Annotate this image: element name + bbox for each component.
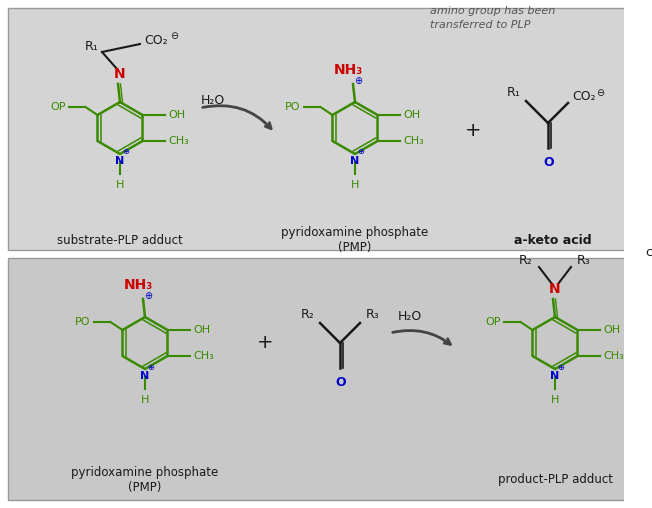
Text: OH: OH [194, 325, 211, 335]
Text: PO: PO [285, 102, 301, 112]
Text: H₂O: H₂O [398, 309, 422, 323]
Text: H: H [551, 395, 559, 405]
Text: ⊕: ⊕ [357, 147, 364, 156]
Text: O: O [336, 376, 346, 389]
Text: ⊕: ⊕ [147, 363, 155, 371]
Text: H: H [116, 180, 124, 190]
Text: OP: OP [50, 102, 65, 112]
Text: amino group has been
transferred to PLP: amino group has been transferred to PLP [430, 6, 556, 30]
Text: H₂O: H₂O [201, 93, 225, 107]
Text: +: + [465, 120, 481, 140]
Text: ⊕: ⊕ [557, 363, 565, 371]
Text: CO₂: CO₂ [572, 90, 596, 104]
Text: CH₃: CH₃ [194, 351, 215, 361]
Text: NH₃: NH₃ [333, 63, 363, 77]
Text: O: O [544, 156, 554, 169]
Text: H: H [141, 395, 149, 405]
Text: OH: OH [604, 325, 621, 335]
Text: R₁: R₁ [84, 40, 98, 52]
Text: R₁: R₁ [506, 86, 520, 100]
Text: +: + [257, 333, 273, 353]
Text: product-PLP adduct: product-PLP adduct [497, 473, 612, 487]
Text: pyridoxamine phosphate
(PMP): pyridoxamine phosphate (PMP) [282, 226, 428, 254]
Text: ⊕: ⊕ [354, 76, 362, 86]
Text: OP: OP [485, 317, 501, 327]
Text: CH₃: CH₃ [604, 351, 624, 361]
Text: H: H [351, 180, 359, 190]
Text: substrate-PLP adduct: substrate-PLP adduct [57, 234, 183, 246]
Text: OH: OH [168, 110, 186, 120]
Text: CH₃: CH₃ [404, 136, 424, 146]
Text: ⊖: ⊖ [596, 88, 604, 98]
Text: N: N [114, 67, 126, 81]
Text: a-keto acid: a-keto acid [514, 234, 592, 246]
Text: R₃: R₃ [366, 308, 379, 322]
Text: R₂: R₂ [301, 308, 314, 322]
Bar [624, 0, 652, 508]
Text: OH: OH [404, 110, 421, 120]
Text: R₂: R₂ [519, 255, 533, 268]
Text: CO₂: CO₂ [144, 34, 168, 47]
Text: PO: PO [75, 317, 91, 327]
Text: ⊖: ⊖ [170, 31, 178, 41]
Text: N: N [140, 371, 149, 381]
Text: ⊕: ⊕ [144, 291, 152, 301]
Bar [8, 258, 640, 500]
Text: pyridoxamine phosphate
(PMP): pyridoxamine phosphate (PMP) [71, 466, 218, 494]
Text: N: N [549, 282, 561, 296]
Text: NH₃: NH₃ [123, 278, 153, 292]
Text: N: N [350, 156, 360, 166]
Text: c: c [645, 246, 652, 260]
Text: R₃: R₃ [577, 255, 591, 268]
Text: N: N [115, 156, 125, 166]
Text: N: N [550, 371, 559, 381]
Bar [8, 8, 640, 250]
Text: CH₃: CH₃ [168, 136, 189, 146]
Text: ⊕: ⊕ [123, 147, 130, 156]
